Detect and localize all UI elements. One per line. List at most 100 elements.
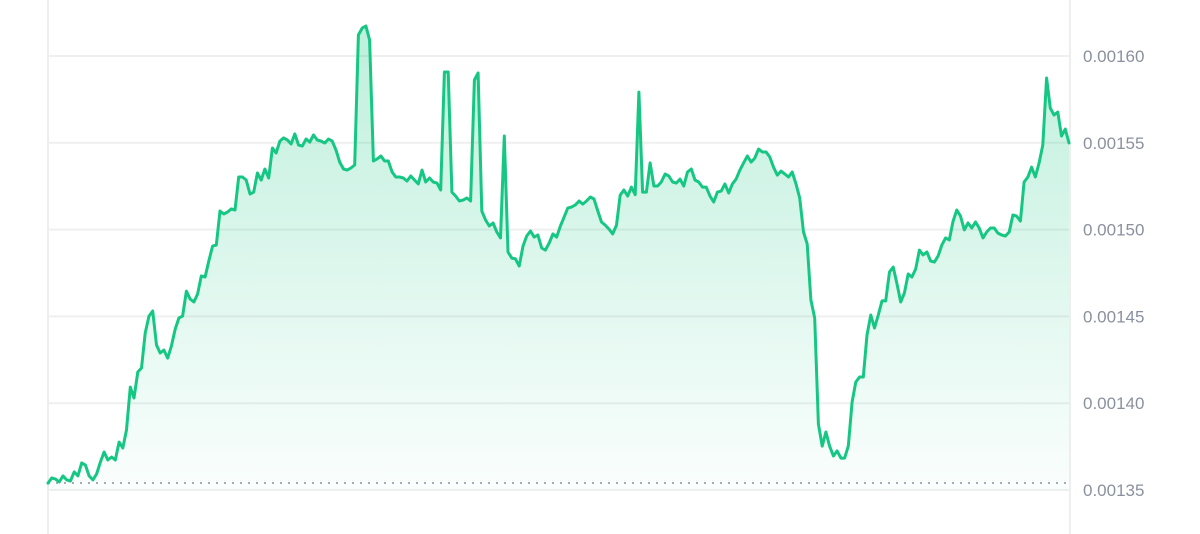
data-point — [69, 479, 72, 482]
data-point — [204, 275, 207, 278]
data-point — [103, 450, 106, 453]
data-point — [903, 291, 906, 294]
data-point — [133, 396, 136, 399]
data-point — [667, 174, 670, 177]
data-point — [424, 181, 427, 184]
data-point — [95, 473, 98, 476]
data-point — [1004, 235, 1007, 238]
data-point — [312, 133, 315, 136]
data-point — [271, 147, 274, 150]
data-point — [125, 428, 128, 431]
data-point — [151, 310, 154, 313]
data-point — [533, 236, 536, 239]
data-point — [1053, 114, 1056, 117]
data-point — [892, 266, 895, 269]
data-point — [634, 193, 637, 196]
data-point — [914, 268, 917, 271]
data-point — [1026, 175, 1029, 178]
data-point — [1030, 166, 1033, 169]
data-point — [716, 191, 719, 194]
data-point — [1011, 214, 1014, 217]
data-point — [862, 375, 865, 378]
data-point — [282, 136, 285, 139]
data-point — [1068, 141, 1071, 144]
data-point — [155, 344, 158, 347]
data-point — [503, 135, 506, 138]
data-point — [379, 154, 382, 157]
data-point — [735, 178, 738, 181]
data-point — [233, 208, 236, 211]
data-point — [664, 173, 667, 176]
data-point — [750, 161, 753, 164]
data-point — [851, 400, 854, 403]
data-point — [529, 229, 532, 232]
data-point — [686, 170, 689, 173]
data-point — [346, 169, 349, 172]
data-point — [1045, 77, 1048, 80]
data-point — [791, 170, 794, 173]
data-point — [207, 260, 210, 263]
price-area-fill — [48, 26, 1069, 490]
data-point — [256, 172, 259, 175]
data-point — [110, 456, 113, 459]
data-point — [465, 197, 468, 200]
data-point — [974, 220, 977, 223]
data-point — [435, 182, 438, 185]
data-point — [682, 185, 685, 188]
data-point — [768, 156, 771, 159]
data-point — [877, 314, 880, 317]
data-point — [458, 199, 461, 202]
data-point — [772, 166, 775, 169]
data-point — [226, 211, 229, 214]
data-point — [293, 132, 296, 135]
data-point — [47, 482, 50, 485]
data-point — [376, 157, 379, 160]
data-point — [413, 178, 416, 181]
data-point — [839, 457, 842, 460]
data-point — [420, 169, 423, 172]
data-point — [596, 210, 599, 213]
data-point — [649, 161, 652, 164]
data-point — [241, 175, 244, 178]
data-point — [967, 222, 970, 225]
data-point — [391, 170, 394, 173]
data-point — [286, 139, 289, 142]
data-point — [260, 178, 263, 181]
data-point — [1049, 107, 1052, 110]
data-point — [222, 212, 225, 215]
data-point — [869, 314, 872, 317]
data-point — [305, 137, 308, 140]
data-point — [626, 195, 629, 198]
data-point — [1008, 231, 1011, 234]
data-point — [334, 149, 337, 152]
data-point — [985, 231, 988, 234]
data-point — [993, 227, 996, 230]
data-point — [836, 449, 839, 452]
data-point — [215, 244, 218, 247]
data-point — [166, 357, 169, 360]
data-point — [488, 224, 491, 227]
data-point — [959, 215, 962, 218]
data-point — [181, 315, 184, 318]
data-point — [383, 160, 386, 163]
data-point — [970, 227, 973, 230]
data-point — [473, 78, 476, 81]
data-point — [866, 333, 869, 336]
data-point — [192, 300, 195, 303]
data-point — [952, 220, 955, 223]
data-point — [230, 207, 233, 210]
data-point — [738, 169, 741, 172]
data-point — [817, 423, 820, 426]
data-point — [402, 177, 405, 180]
data-point — [477, 72, 480, 75]
data-point — [787, 175, 790, 178]
data-point — [447, 70, 450, 73]
data-point — [637, 91, 640, 94]
data-point — [705, 186, 708, 189]
data-point — [80, 461, 83, 464]
data-point — [361, 27, 364, 30]
data-point — [708, 195, 711, 198]
data-point — [652, 185, 655, 188]
data-point — [742, 161, 745, 164]
data-point — [323, 141, 326, 144]
